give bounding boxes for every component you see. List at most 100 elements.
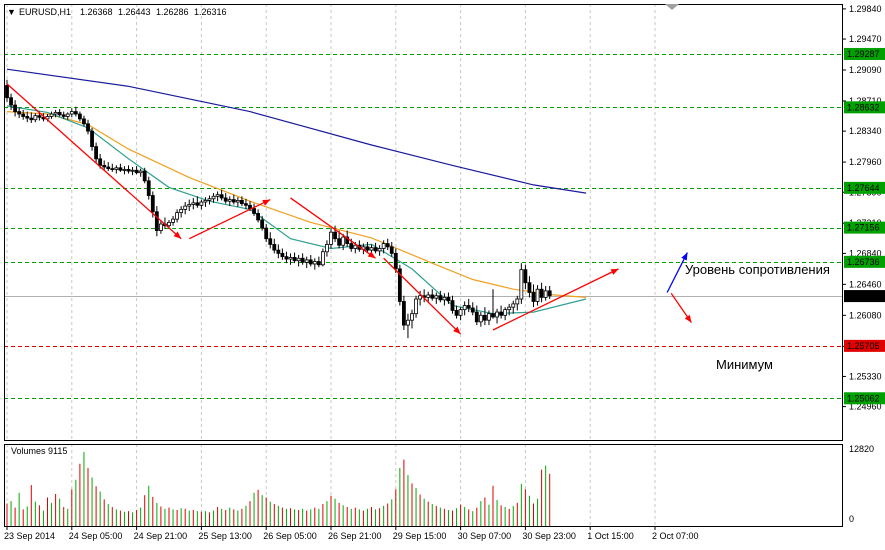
candle-6	[29, 112, 34, 123]
candle-92	[377, 245, 382, 256]
candle-body-69	[284, 256, 289, 260]
candle-127	[519, 263, 524, 304]
candle-30	[126, 165, 131, 174]
trend-arrow-line-4	[492, 268, 619, 331]
candle-134	[547, 285, 552, 300]
candle-body-30	[126, 169, 131, 172]
candle-body-122	[499, 311, 504, 316]
candle-70	[288, 253, 293, 265]
time-tick-label-6: 29 Sep 15:00	[393, 531, 447, 541]
candle-78	[320, 248, 325, 267]
candle-body-38	[158, 223, 163, 231]
candle-body-120	[491, 313, 495, 318]
candle-27	[114, 165, 119, 174]
candle-38	[158, 219, 163, 234]
candle-body-97	[397, 268, 402, 302]
candle-121	[495, 308, 499, 324]
level-label-box-6	[844, 339, 885, 352]
candle-body-118	[482, 314, 487, 321]
volume-tick-label-0: 12820	[849, 444, 874, 454]
candle-body-7	[33, 115, 38, 121]
candle-body-34	[142, 170, 147, 182]
trend-arrow-1	[188, 199, 271, 240]
candle-76	[312, 258, 317, 270]
level-label-box-1	[844, 101, 885, 114]
time-tick-label-2: 24 Sep 21:00	[134, 531, 188, 541]
candle-body-124	[507, 306, 512, 311]
candle-120	[491, 289, 495, 319]
candle-132	[539, 282, 544, 303]
candle-body-82	[337, 238, 342, 246]
candle-89	[365, 241, 370, 253]
candle-128	[523, 264, 528, 290]
candle-55	[227, 196, 232, 207]
price-tick-label-9: 1.26460	[849, 279, 882, 289]
candle-body-115	[470, 307, 475, 313]
candle-body-99	[406, 319, 410, 326]
price-tick-label-1: 1.29470	[849, 34, 882, 44]
price-tick-label-3: 1.28710	[849, 96, 882, 106]
candle-body-32	[134, 169, 139, 174]
candle-body-114	[466, 305, 471, 309]
level-label-box-2	[844, 181, 885, 194]
price-tick-label-2: 1.29090	[849, 65, 882, 75]
candle-body-47	[195, 202, 200, 206]
candle-111	[454, 305, 459, 319]
candle-122	[499, 305, 504, 319]
price-tick-label-5: 1.27960	[849, 157, 882, 167]
candle-24	[102, 160, 107, 171]
header-arrow-icon[interactable]: ▼	[7, 7, 16, 17]
candle-73	[300, 253, 305, 265]
candle-97	[397, 264, 402, 306]
candle-0	[5, 79, 9, 102]
candle-body-61	[252, 208, 256, 214]
chart-shift-marker[interactable]	[665, 4, 679, 10]
candle-16	[69, 108, 74, 118]
candle-45	[187, 199, 192, 211]
candle-57	[235, 197, 240, 207]
trend-arrow-3	[383, 257, 462, 335]
trend-arrows	[6, 83, 692, 335]
trend-arrow-4	[492, 268, 619, 331]
candle-body-113	[462, 305, 467, 311]
candle-59	[244, 198, 248, 210]
candle-99	[406, 313, 410, 339]
level-label-box-4	[844, 255, 885, 268]
candle-82	[337, 230, 342, 249]
candle-117	[478, 312, 483, 327]
candle-2	[13, 100, 18, 117]
candle-body-36	[150, 195, 155, 213]
level-label-box-7	[844, 392, 885, 405]
candle-body-107	[438, 295, 443, 301]
level-label-4: 1.26736	[847, 257, 880, 267]
candle-body-130	[531, 292, 536, 302]
candle-body-28	[118, 167, 123, 171]
candle-body-24	[102, 164, 107, 168]
candle-body-84	[345, 236, 350, 244]
candle-body-48	[199, 201, 204, 206]
candle-77	[316, 256, 321, 268]
candle-body-121	[495, 311, 499, 318]
ohlc-high: 1.26443	[118, 7, 151, 17]
volume-label: Volumes 9115	[11, 446, 67, 456]
candle-body-127	[519, 269, 524, 300]
candle-81	[333, 225, 337, 242]
candle-body-51	[211, 195, 216, 200]
trend-arrow-head-2	[367, 251, 376, 259]
level-label-box-5	[844, 290, 885, 303]
candle-61	[252, 203, 256, 216]
candle-body-17	[73, 111, 78, 115]
candle-body-85	[349, 243, 354, 249]
candle-95	[389, 241, 394, 257]
candle-body-98	[401, 301, 406, 326]
candle-11	[49, 111, 54, 119]
candle-body-1	[9, 97, 13, 106]
candle-body-83	[341, 236, 346, 246]
candle-131	[535, 285, 540, 306]
candle-body-49	[203, 200, 208, 203]
candle-body-72	[296, 257, 301, 262]
time-tick-label-4: 26 Sep 05:00	[263, 531, 317, 541]
candle-46	[191, 197, 196, 210]
candle-14	[61, 111, 66, 119]
trend-arrow-head-1	[262, 199, 271, 206]
